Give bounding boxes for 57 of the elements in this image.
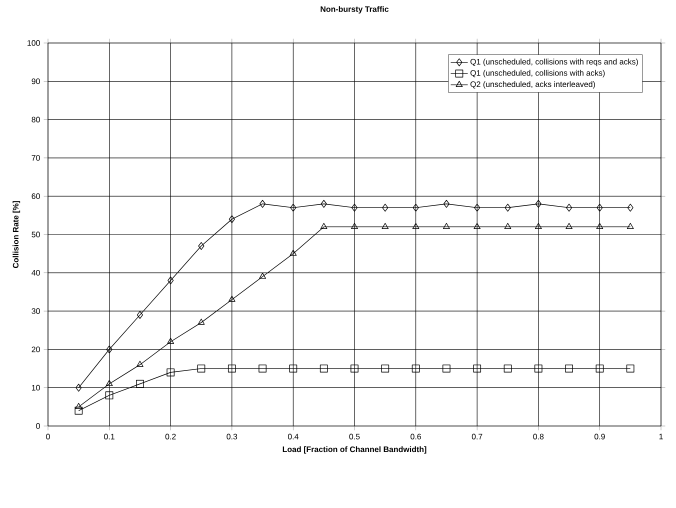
point — [136, 360, 144, 367]
point — [596, 222, 604, 229]
point — [504, 204, 511, 212]
point — [566, 204, 572, 212]
point — [74, 406, 83, 415]
point — [351, 222, 358, 229]
point — [474, 204, 480, 212]
point — [412, 204, 419, 212]
point — [76, 384, 82, 392]
point — [596, 364, 604, 372]
point — [260, 200, 266, 208]
point — [166, 368, 175, 376]
point — [626, 222, 634, 229]
point — [351, 204, 358, 212]
point — [566, 222, 573, 229]
point — [289, 364, 298, 372]
point — [105, 391, 114, 400]
point — [350, 364, 358, 372]
point — [381, 364, 390, 372]
point — [534, 222, 542, 229]
point — [443, 222, 450, 229]
point — [320, 222, 328, 229]
point — [443, 200, 450, 208]
point — [106, 380, 113, 386]
point — [565, 364, 573, 372]
point — [167, 338, 174, 344]
point — [198, 318, 205, 325]
point — [382, 222, 389, 229]
point — [473, 364, 482, 372]
point — [136, 380, 144, 388]
point — [627, 204, 634, 212]
point — [106, 345, 112, 354]
point — [442, 364, 450, 372]
point — [504, 364, 512, 372]
point — [320, 200, 327, 208]
point — [412, 222, 420, 229]
point — [75, 402, 82, 409]
point — [168, 276, 174, 284]
point — [474, 222, 481, 229]
point — [197, 364, 206, 372]
point — [534, 364, 542, 372]
point — [535, 200, 542, 208]
point — [596, 204, 603, 212]
point — [259, 272, 266, 279]
point — [290, 250, 297, 256]
point — [228, 215, 235, 224]
point — [320, 364, 328, 372]
point — [504, 222, 512, 229]
point — [228, 364, 236, 372]
point — [198, 242, 204, 250]
point — [136, 310, 143, 319]
point — [228, 296, 236, 302]
point — [382, 204, 388, 212]
point — [290, 204, 296, 212]
point — [626, 364, 634, 372]
point — [258, 364, 266, 372]
point — [412, 364, 420, 372]
